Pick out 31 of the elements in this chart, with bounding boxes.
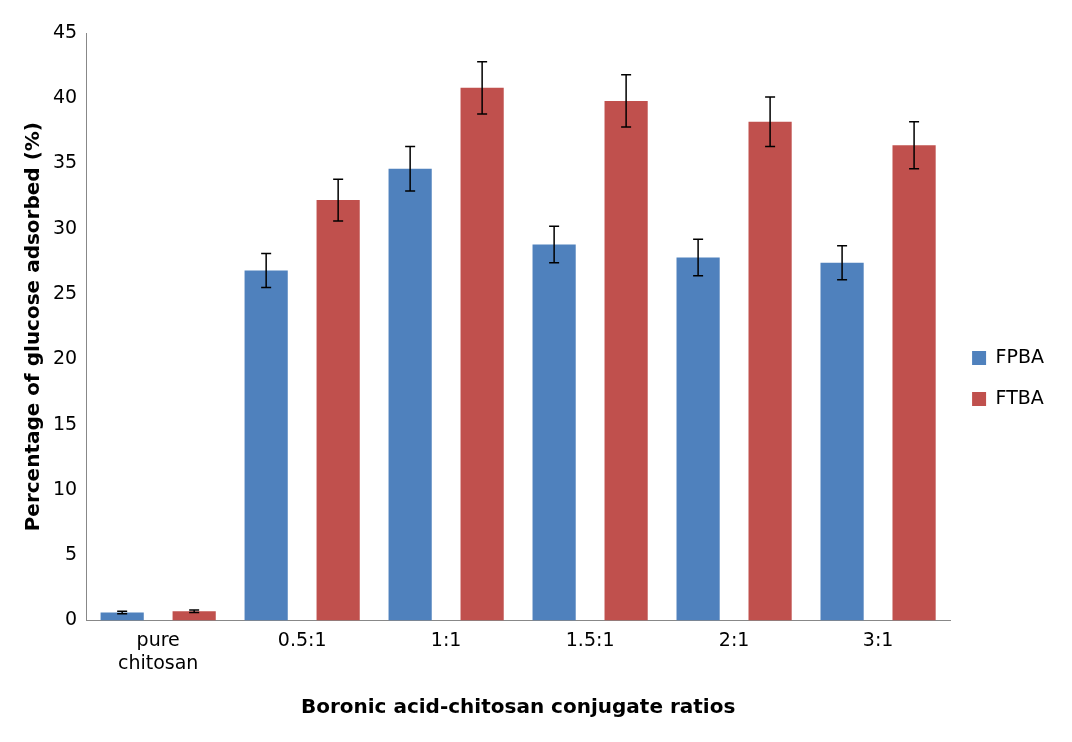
bar (244, 270, 288, 621)
y-tick-label: 0 (65, 607, 78, 630)
y-tick-label: 10 (52, 476, 78, 499)
y-tick-label: 45 (52, 19, 78, 42)
bar (748, 121, 792, 621)
bar (892, 145, 936, 621)
bar (388, 168, 432, 621)
bar (532, 244, 576, 621)
y-tick-label: 5 (65, 542, 78, 565)
x-tick-label: 1.5:1 (565, 627, 615, 650)
y-tick-label: 15 (52, 411, 78, 434)
bar (172, 611, 216, 621)
y-tick-label: 20 (52, 346, 78, 369)
y-tick-label: 30 (52, 215, 78, 238)
bar (820, 262, 864, 621)
y-tick-label: 40 (52, 85, 78, 108)
bar (460, 87, 504, 621)
x-axis-title: Boronic acid-chitosan conjugate ratios (300, 694, 736, 719)
y-tick-label: 35 (52, 150, 78, 173)
legend-label: FTBA (995, 385, 1044, 408)
bar (676, 257, 720, 621)
bar (316, 200, 360, 621)
x-tick-label: 3:1 (862, 627, 894, 650)
x-tick-label: 0.5:1 (277, 627, 327, 650)
y-axis-title: Percentage of glucose adsorbed (%) (20, 122, 45, 532)
y-tick-label: 25 (52, 281, 78, 303)
legend-label: FPBA (995, 344, 1044, 367)
x-tick-label: 1:1 (430, 627, 462, 650)
x-tick-label: 2:1 (718, 627, 750, 650)
x-tick-label: pure chitosan (117, 627, 199, 673)
bar (604, 100, 648, 621)
